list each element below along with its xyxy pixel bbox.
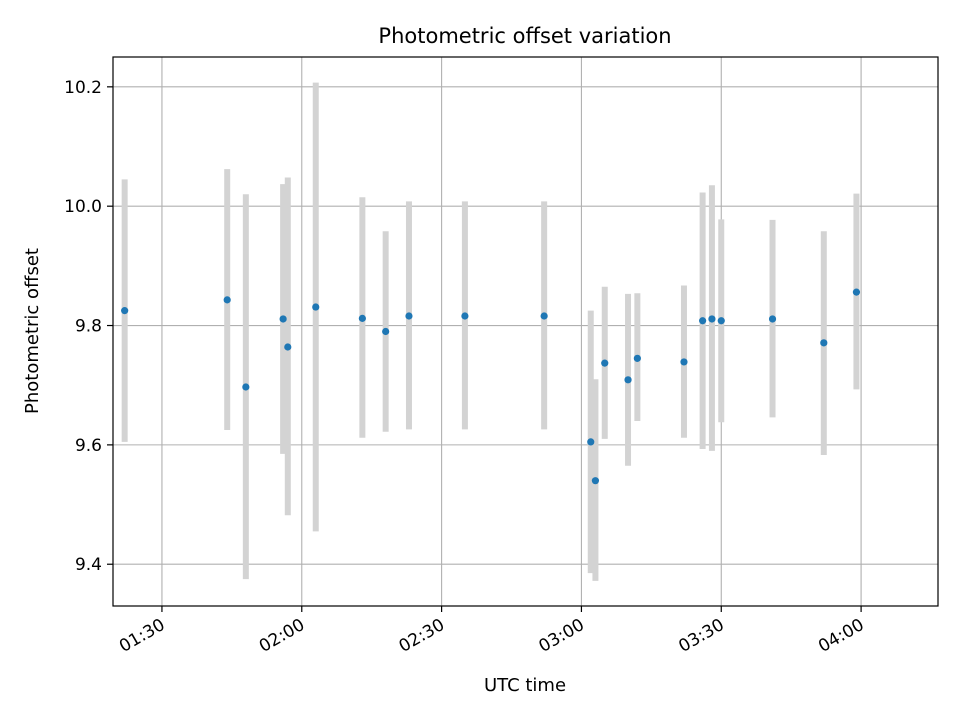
point-layer (121, 288, 861, 485)
data-point (223, 296, 231, 304)
x-axis-title: UTC time (484, 675, 566, 696)
y-tick-label: 9.4 (75, 555, 102, 575)
data-point (284, 343, 292, 351)
data-point (540, 312, 548, 320)
data-point (242, 383, 250, 391)
data-point (633, 354, 641, 362)
y-tick-label: 10.0 (64, 197, 102, 217)
data-point (699, 317, 707, 325)
data-point (312, 303, 320, 311)
y-tick-label: 9.6 (75, 436, 102, 456)
data-point (358, 314, 366, 322)
data-point (708, 315, 716, 323)
data-point (768, 315, 777, 323)
y-tick-label: 10.2 (64, 78, 102, 98)
data-point (601, 359, 609, 367)
data-point (587, 438, 595, 446)
data-point (820, 339, 828, 347)
data-point (717, 317, 725, 325)
data-point (279, 315, 287, 323)
data-point (405, 312, 413, 320)
grid-layer (113, 57, 938, 606)
data-point (121, 307, 129, 315)
data-point (382, 327, 390, 336)
data-point (680, 358, 688, 366)
data-point (624, 376, 632, 384)
y-tick-label: 9.8 (75, 317, 102, 337)
plot-frame (112, 56, 939, 607)
y-axis-title: Photometric offset (22, 248, 43, 414)
data-point (461, 312, 469, 320)
data-point (591, 477, 600, 485)
data-point (852, 288, 861, 296)
chart-title: Photometric offset variation (378, 24, 671, 48)
